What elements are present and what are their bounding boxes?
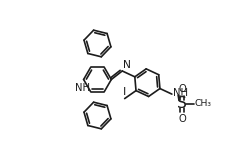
Text: I: I bbox=[123, 87, 126, 97]
Text: N: N bbox=[123, 60, 131, 70]
Text: NH: NH bbox=[75, 83, 90, 93]
Text: S: S bbox=[177, 96, 187, 111]
Text: O: O bbox=[178, 84, 186, 94]
Text: NH: NH bbox=[173, 88, 188, 98]
Text: O: O bbox=[178, 114, 186, 124]
Text: CH₃: CH₃ bbox=[194, 99, 211, 108]
